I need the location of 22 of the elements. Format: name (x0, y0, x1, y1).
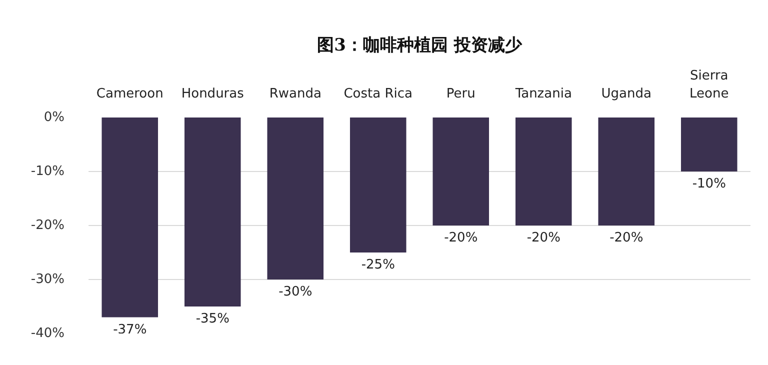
y-tick-label: 0% (44, 110, 64, 125)
x-tick-label: Sierra Leone (690, 68, 729, 102)
y-tick-label: -30% (30, 272, 65, 287)
y-tick-label: -40% (30, 326, 65, 341)
data-label: -35% (196, 312, 230, 326)
data-label: -20% (526, 230, 560, 246)
y-tick-label: -20% (30, 218, 65, 233)
data-label: -20% (610, 230, 644, 246)
x-tick-label: Peru (446, 86, 476, 102)
x-tick-label: Tanzania (514, 86, 572, 102)
chart-title: 图3：咖啡种植园 投资减少 (317, 36, 523, 56)
x-tick-label: Rwanda (269, 86, 322, 102)
x-tick-label: Honduras (181, 86, 244, 102)
y-tick-label: -10% (30, 164, 65, 179)
x-tick-label: Costa Rica (344, 86, 413, 102)
data-label: -10% (692, 176, 726, 192)
data-label: -25% (361, 258, 395, 272)
data-label: -20% (444, 230, 478, 246)
x-tick-label: Uganda (601, 86, 652, 102)
x-tick-label: Cameroon (96, 86, 164, 102)
data-label: -37% (113, 322, 147, 338)
data-label: -30% (278, 284, 312, 300)
